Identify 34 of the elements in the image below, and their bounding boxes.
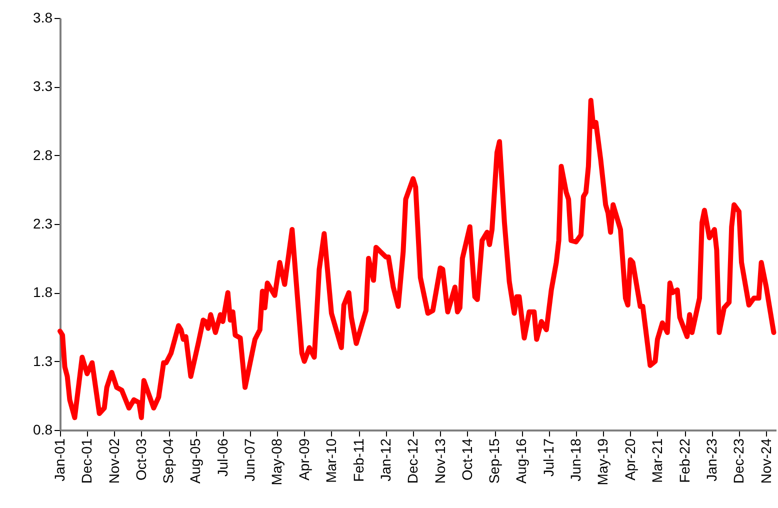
x-tick-label: Aug-16: [513, 438, 530, 484]
x-tick-label: Oct-03: [132, 438, 149, 481]
x-tick-label: Feb-22: [676, 438, 692, 483]
y-tick-label: 0.8: [33, 422, 53, 438]
x-tick-label: Mar-21: [648, 438, 665, 483]
x-tick-label: Jan-23: [703, 438, 720, 482]
y-tick-label: 2.3: [33, 216, 53, 232]
x-tick-label: Jun-07: [242, 438, 258, 482]
y-tick-label: 3.3: [33, 78, 53, 94]
x-tick-label: Nov-24: [758, 438, 774, 484]
x-tick-label: Sep-15: [486, 438, 502, 484]
x-tick-label: Dec-01: [78, 438, 95, 484]
x-tick-label: Dec-23: [730, 438, 747, 484]
x-tick-label: Oct-14: [458, 438, 475, 481]
x-tick-label: Sep-04: [160, 438, 176, 484]
x-tick-label: Jul-06: [214, 438, 230, 477]
y-tick-label: 2.8: [33, 146, 53, 163]
y-tick-label: 1.3: [33, 352, 53, 369]
x-tick-label: Jan-01: [52, 438, 68, 482]
x-tick-label: Nov-13: [432, 438, 448, 484]
x-tick-label: Feb-11: [350, 438, 366, 482]
x-tick-label: Jul-17: [540, 438, 556, 477]
x-tick-label: May-19: [594, 438, 611, 486]
x-tick-label: Aug-05: [187, 438, 204, 484]
y-tick-label: 3.8: [33, 10, 53, 26]
x-tick-label: Jun-18: [568, 438, 584, 482]
x-tick-label: Apr-20: [622, 438, 638, 481]
x-tick-label: Jan-12: [377, 438, 394, 482]
x-tick-label: Mar-10: [322, 438, 339, 483]
x-tick-label: Dec-12: [404, 438, 421, 484]
x-tick-label: Nov-02: [106, 438, 122, 484]
x-tick-label: Apr-09: [296, 438, 312, 481]
x-tick-label: May-08: [268, 438, 285, 486]
y-tick-label: 1.8: [33, 284, 53, 300]
